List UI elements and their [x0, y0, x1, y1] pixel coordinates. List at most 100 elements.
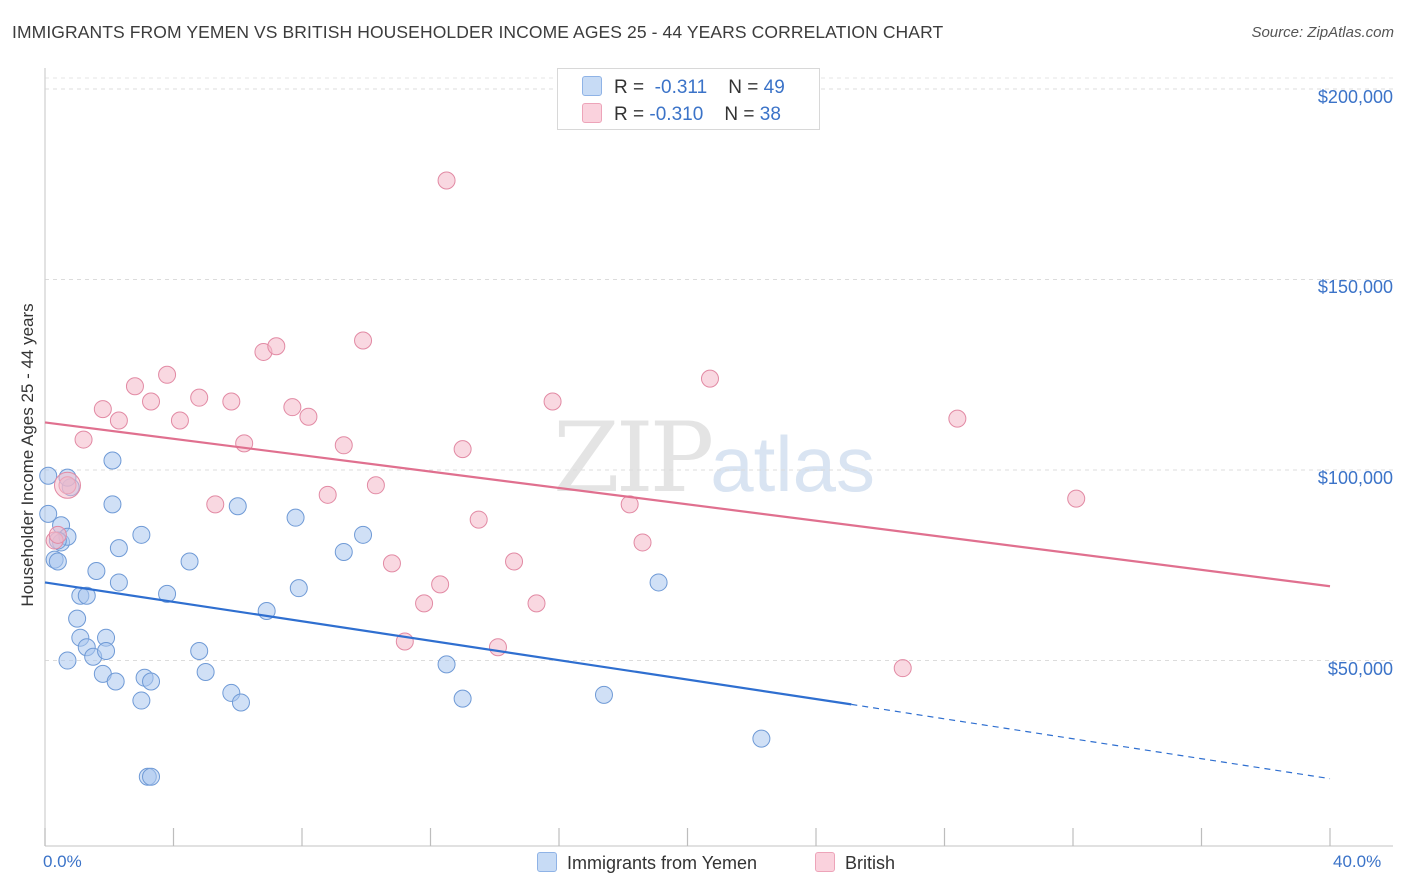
r-value: -0.311 — [654, 77, 708, 98]
british-point — [354, 331, 373, 350]
chart-title: IMMIGRANTS FROM YEMEN VS BRITISH HOUSEHO… — [12, 22, 944, 42]
british-point — [620, 495, 639, 514]
british-point — [222, 392, 241, 411]
r-value: -0.310 — [649, 104, 704, 125]
watermark-atlas: atlas — [710, 420, 875, 508]
yemen-legend-swatch — [537, 852, 557, 872]
yemen-point — [180, 552, 199, 571]
yemen-point — [142, 672, 161, 691]
axes — [44, 68, 1393, 847]
yemen-point — [77, 586, 96, 605]
yemen-point — [190, 642, 209, 661]
british-point — [543, 392, 562, 411]
yemen-point — [132, 691, 151, 710]
yemen-point — [109, 539, 128, 558]
yemen-point — [103, 451, 122, 470]
x-tick-label-max: 40.0% — [1333, 852, 1382, 871]
yemen-point — [354, 525, 373, 544]
british-point — [948, 409, 967, 428]
y-tick-label: $150,000 — [1317, 277, 1393, 297]
series-points — [39, 171, 1086, 786]
yemen-point — [103, 495, 122, 514]
british-point — [125, 377, 144, 396]
british-point — [74, 430, 93, 449]
british-point — [415, 594, 434, 613]
watermark-zip: ZIP — [553, 402, 714, 514]
yemen-point — [132, 525, 151, 544]
yemen-point — [453, 689, 472, 708]
legend-item-british: British — [815, 852, 895, 874]
british-point — [190, 388, 209, 407]
british-legend-swatch — [815, 852, 835, 872]
british-point — [334, 436, 353, 455]
british-point — [469, 510, 488, 529]
british-point — [267, 337, 286, 356]
yemen-trend-line — [44, 581, 852, 706]
yemen-point — [437, 655, 456, 674]
british-point — [633, 533, 652, 552]
x-tick-label-min: 0.0% — [43, 852, 82, 871]
yemen-point — [39, 504, 58, 523]
yemen-point — [87, 562, 106, 581]
british-point — [206, 495, 225, 514]
y-tick-label: $100,000 — [1317, 468, 1393, 488]
yemen-point — [196, 662, 215, 681]
british-point — [366, 476, 385, 495]
n-label: N = — [724, 104, 755, 125]
british-point — [93, 400, 112, 419]
british-point — [437, 171, 456, 190]
yemen-point — [334, 542, 353, 561]
british-point — [48, 525, 67, 544]
stats-legend-row-yemen: R = -0.311 N = 49 — [582, 76, 785, 100]
british-point — [431, 575, 450, 594]
british-point-large — [53, 471, 81, 499]
british-point — [318, 485, 337, 504]
y-tick-label: $50,000 — [1327, 659, 1393, 679]
british-point — [158, 365, 177, 384]
british-point — [527, 594, 546, 613]
yemen-trend-extension — [851, 703, 1331, 780]
british-point — [142, 392, 161, 411]
yemen-point — [158, 584, 177, 603]
yemen-point — [48, 552, 67, 571]
british-point — [893, 659, 912, 678]
legend-label: Immigrants from Yemen — [567, 853, 758, 873]
british-point — [453, 440, 472, 459]
yemen-point — [231, 693, 250, 712]
y-tick-label: $200,000 — [1317, 87, 1393, 107]
yemen-point — [97, 642, 116, 661]
yemen-point — [286, 508, 305, 527]
y-axis-label: Householder Income Ages 25 - 44 years — [18, 303, 37, 607]
yemen-point — [39, 466, 58, 485]
yemen-point — [58, 651, 77, 670]
r-label: R = — [614, 77, 645, 98]
grid-lines — [45, 77, 1393, 662]
yemen-point — [649, 573, 668, 592]
yemen-point — [289, 579, 308, 598]
yemen-point — [752, 729, 771, 748]
legend-label: British — [845, 853, 896, 873]
stats-legend-row-british: R = -0.310 N = 38 — [582, 103, 781, 127]
british-point — [505, 552, 524, 571]
n-value: 49 — [763, 77, 785, 98]
yemen-point — [142, 767, 161, 786]
british-point — [700, 369, 719, 388]
yemen-point — [106, 672, 125, 691]
r-label: R = — [614, 104, 645, 125]
stats-legend: R = -0.311 N = 49 R = -0.310 N = 38 — [557, 68, 820, 130]
watermark: ZIPatlas — [553, 402, 875, 514]
yemen-point — [594, 685, 613, 704]
trend-lines — [44, 421, 1331, 780]
british-point — [382, 554, 401, 573]
n-value: 38 — [759, 104, 781, 125]
source-label: Source: ZipAtlas.com — [1251, 24, 1394, 41]
yemen-point — [68, 609, 87, 628]
british-point — [283, 398, 302, 417]
legend-item-yemen: Immigrants from Yemen — [537, 852, 757, 874]
yemen-swatch — [582, 76, 602, 96]
british-point — [170, 411, 189, 430]
british-swatch — [582, 103, 602, 123]
british-point — [109, 411, 128, 430]
british-point — [1067, 489, 1086, 508]
